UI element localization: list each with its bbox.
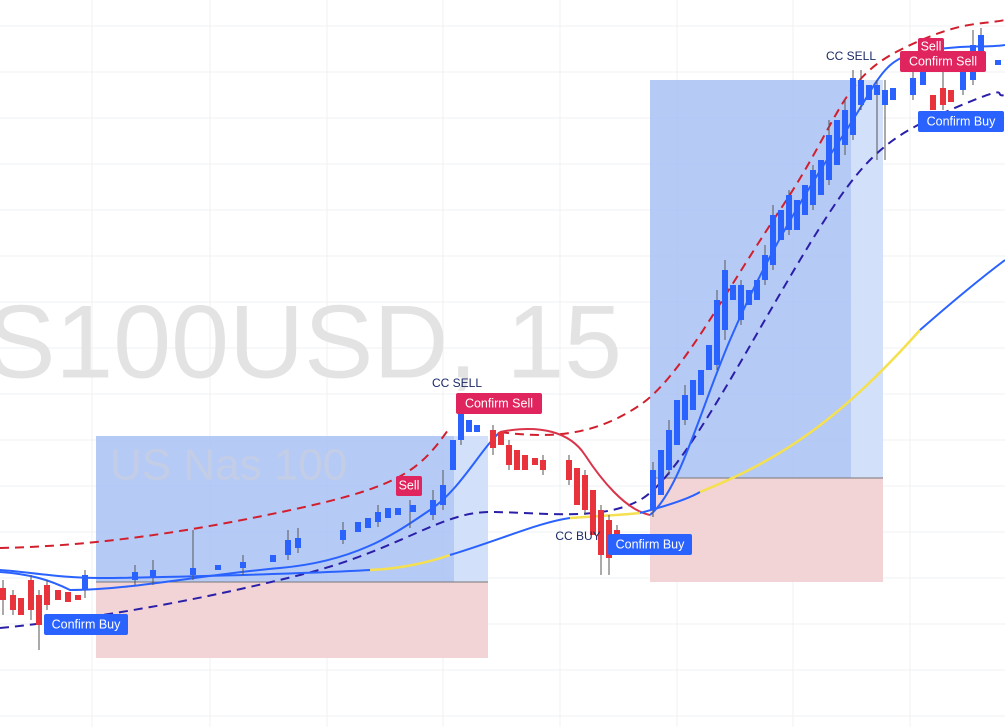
confirm-sell-tag [900,51,986,72]
lower-band [0,91,1005,629]
slow-average [919,259,1005,331]
slow-average-flat [569,511,641,520]
confirm-buy: Confirm Buy [616,537,686,551]
cc-buy: CC BUY [555,529,600,543]
slow-average-flat [369,553,451,572]
slow-average [449,517,571,556]
fast-average [0,431,501,592]
watermark-symbol: NAS100USD, 15 [0,284,622,400]
confirm-buy: Confirm Buy [52,617,122,631]
fast-average-down [499,428,651,516]
confirm-sell: Confirm Sell [465,396,533,410]
slow-average-flat [699,329,921,494]
confirm-sell-tag [456,393,542,414]
slow-average [0,569,371,580]
confirm-buy: Confirm Buy [927,114,997,128]
sell-tag [396,476,422,496]
confirm-sell: Confirm Sell [909,54,977,68]
cc-sell: CC SELL [826,49,876,63]
long-stop-zone [650,478,883,582]
confirm-buy-tag [918,111,1004,132]
slow-average [639,491,701,514]
long-stop-zone [96,582,488,658]
confirm-buy-tag [608,534,692,555]
cc-sell: CC SELL [432,376,482,390]
sell: Sell [399,478,420,492]
sell: Sell [921,39,942,53]
long-target-zone-open [454,436,488,582]
watermark-description: US Nas 100 [110,441,347,490]
confirm-buy-tag [44,614,128,635]
long-target-zone-open [851,80,883,478]
